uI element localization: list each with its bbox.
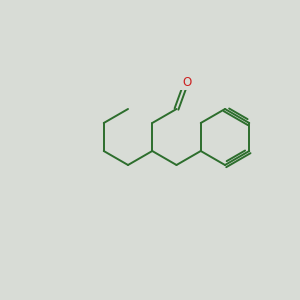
Text: O: O [182,76,191,88]
